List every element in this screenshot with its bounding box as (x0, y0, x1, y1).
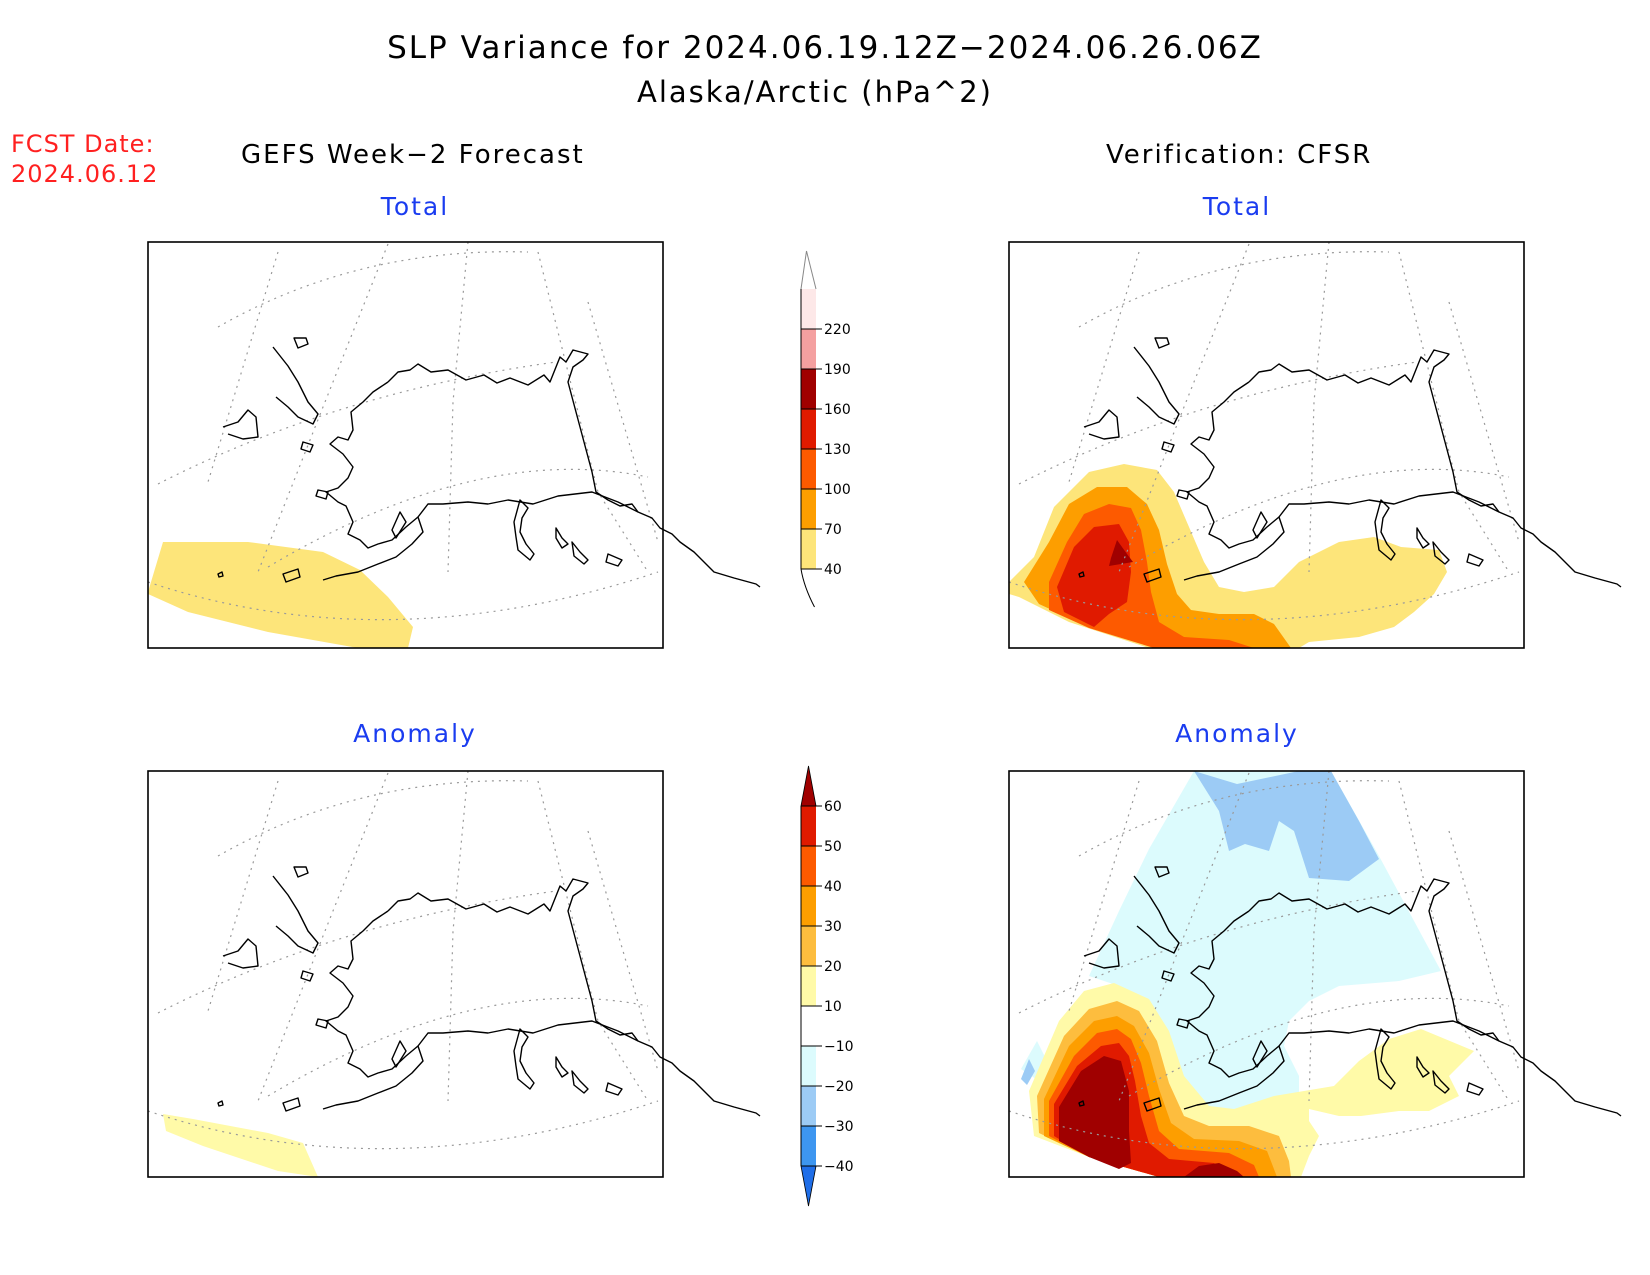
colorbar-anomaly-tick-label: 30 (824, 919, 842, 935)
colorbar-total-band (801, 449, 816, 489)
shade-forecast-anomaly-10 (163, 1114, 318, 1177)
colorbar-anomaly-tick-label: 10 (824, 999, 842, 1015)
colorbar-total: 40 70 100 130 160 190 220 (800, 250, 851, 608)
panel-title-forecast-anomaly: Anomaly (353, 719, 477, 748)
column-heading-verification: Verification: CFSR (1106, 140, 1373, 170)
map-panel-forecast-total (147, 241, 761, 649)
colorbar-anomaly: −40 −30 −20 −10 10 20 30 40 50 60 (800, 765, 854, 1207)
colorbar-anomaly-tick-label: −40 (824, 1159, 854, 1175)
shade-verification-total-130 (1057, 524, 1131, 627)
colorbar-anomaly-upper-extend (800, 765, 817, 807)
map-panel-verification-total (1008, 241, 1622, 649)
shade-forecast-total-40 (148, 542, 413, 648)
shade-verification-total-160 (1109, 540, 1133, 566)
panel-title-verification-total: Total (1202, 192, 1272, 221)
colorbar-total-upper-extend (800, 250, 817, 290)
shade-verification-anomaly-neg20 (1194, 771, 1379, 881)
colorbar-anomaly-tick-label: −30 (824, 1119, 854, 1135)
colorbar-anomaly-band (801, 1046, 816, 1086)
colorbar-total-band (801, 409, 816, 449)
colorbar-total-band (801, 529, 816, 569)
shade-verification-anomaly-60-south (1184, 1163, 1244, 1177)
fcst-date-value: 2024.06.12 (11, 160, 159, 188)
colorbar-total-tick-label: 40 (824, 562, 842, 578)
chart-title: SLP Variance for 2024.06.19.12Z−2024.06.… (387, 30, 1263, 66)
colorbar-total-tick-label: 190 (824, 362, 851, 378)
colorbar-anomaly-tick-label: −10 (824, 1039, 854, 1055)
colorbar-anomaly-band (801, 1086, 816, 1126)
panel-title-forecast-total: Total (380, 192, 450, 221)
colorbar-anomaly-tick-label: 60 (824, 799, 842, 815)
colorbar-anomaly-tick-label: 40 (824, 879, 842, 895)
colorbar-total-lower-extend (800, 568, 815, 608)
colorbar-total-band (801, 489, 816, 529)
colorbar-anomaly-band (801, 926, 816, 966)
chart-subtitle: Alaska/Arctic (hPa^2) (637, 75, 993, 109)
colorbar-anomaly-band (801, 846, 816, 886)
colorbar-anomaly-band (801, 1006, 816, 1046)
colorbar-total-band (801, 369, 816, 409)
colorbar-anomaly-band (801, 806, 816, 846)
fcst-date-label: FCST Date: (11, 130, 155, 158)
colorbar-anomaly-tick-label: 20 (824, 959, 842, 975)
column-heading-forecast: GEFS Week−2 Forecast (241, 140, 585, 170)
map-panel-forecast-anomaly (147, 770, 761, 1178)
colorbar-anomaly-tick-label: 50 (824, 839, 842, 855)
colorbar-anomaly-band (801, 1126, 816, 1166)
colorbar-total-tick-label: 130 (824, 442, 851, 458)
colorbar-total-band (801, 329, 816, 369)
colorbar-total-tick-label: 220 (824, 322, 851, 338)
shade-verification-anomaly-60 (1059, 1056, 1131, 1169)
colorbar-anomaly-band (801, 966, 816, 1006)
colorbar-anomaly-lower-extend (800, 1165, 817, 1207)
colorbar-anomaly-tick-label: −20 (824, 1079, 854, 1095)
colorbar-total-tick-label: 70 (824, 522, 842, 538)
colorbar-total-band (801, 289, 816, 329)
map-panel-verification-anomaly (1008, 770, 1622, 1178)
colorbar-total-tick-label: 100 (824, 482, 851, 498)
shade-verification-anomaly-neg20-small (1021, 1059, 1035, 1085)
colorbar-anomaly-band (801, 886, 816, 926)
colorbar-total-tick-label: 160 (824, 402, 851, 418)
panel-title-verification-anomaly: Anomaly (1175, 719, 1299, 748)
